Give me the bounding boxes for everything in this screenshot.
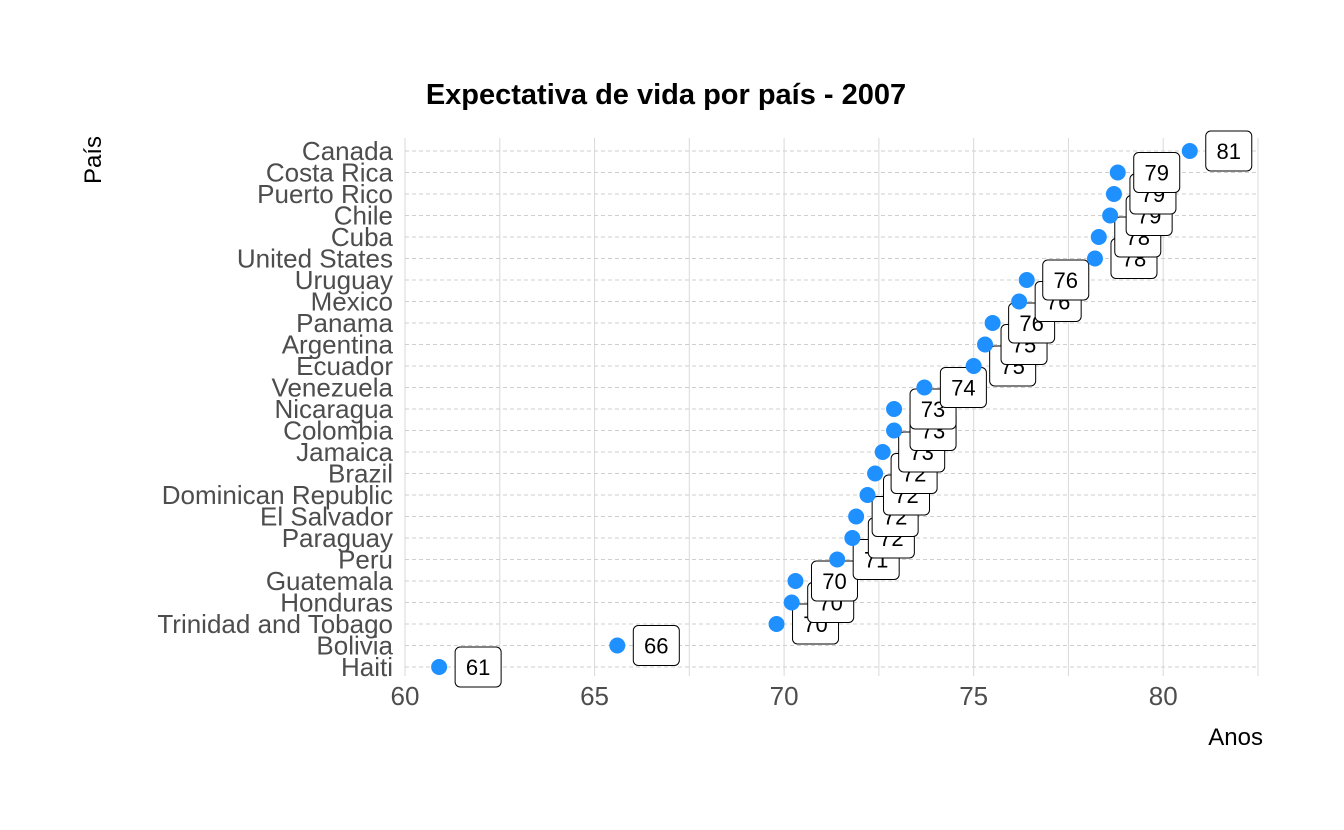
x-tick-label: 80 bbox=[1149, 681, 1178, 711]
data-point bbox=[609, 637, 626, 654]
data-point bbox=[783, 594, 800, 611]
data-point bbox=[977, 336, 994, 353]
y-tick-label: Uruguay bbox=[295, 265, 393, 295]
data-label: 66 bbox=[632, 625, 680, 666]
y-tick-label: Costa Rica bbox=[266, 158, 394, 188]
x-tick-label: 60 bbox=[391, 681, 420, 711]
y-tick-label: Chile bbox=[334, 201, 393, 231]
y-tick-label: Colombia bbox=[283, 416, 393, 446]
data-label-text: 74 bbox=[951, 376, 975, 401]
y-tick-label: Puerto Rico bbox=[257, 179, 393, 209]
data-point bbox=[431, 659, 448, 675]
data-label-text: 61 bbox=[466, 655, 490, 680]
y-tick-label: Mexico bbox=[311, 287, 393, 317]
y-tick-label: Guatemala bbox=[266, 566, 394, 596]
data-label-text: 79 bbox=[1144, 161, 1168, 186]
y-tick-label: Venezuela bbox=[272, 373, 394, 403]
x-axis-title: Anos bbox=[1208, 724, 1263, 751]
chart-title: Expectativa de vida por país - 2007 bbox=[426, 79, 906, 111]
data-point bbox=[787, 573, 804, 589]
data-point bbox=[965, 358, 982, 374]
x-tick-label: 70 bbox=[770, 681, 799, 711]
data-point bbox=[1105, 186, 1122, 202]
y-tick-label: El Salvador bbox=[260, 502, 393, 532]
y-tick-label: Trinidad and Tobago bbox=[157, 609, 393, 639]
data-label-box bbox=[939, 367, 987, 408]
y-tick-label: Brazil bbox=[328, 459, 393, 489]
data-label: 81 bbox=[1205, 130, 1253, 172]
data-label-text: 70 bbox=[822, 569, 846, 594]
y-tick-label: United States bbox=[237, 244, 393, 274]
data-point bbox=[859, 487, 876, 503]
data-point bbox=[916, 379, 933, 396]
data-point bbox=[844, 530, 861, 546]
y-tick-label: Canada bbox=[302, 136, 394, 166]
data-point bbox=[984, 315, 1001, 331]
y-tick-label: Haiti bbox=[341, 652, 393, 682]
data-series: 6166707070717272727273737374757576767678… bbox=[431, 130, 1253, 688]
data-point bbox=[1018, 272, 1035, 288]
data-label-box bbox=[1133, 152, 1181, 193]
data-point bbox=[867, 465, 884, 482]
data-label-text: 81 bbox=[1217, 139, 1241, 164]
data-point bbox=[886, 401, 903, 417]
data-label: 70 bbox=[810, 560, 858, 602]
y-tick-label: Jamaica bbox=[296, 437, 393, 467]
data-point bbox=[768, 616, 785, 632]
y-tick-label: Ecuador bbox=[296, 351, 393, 381]
data-point bbox=[1011, 293, 1028, 310]
data-label-box bbox=[1205, 130, 1253, 172]
data-point bbox=[1109, 164, 1126, 181]
data-label-box bbox=[1042, 259, 1090, 301]
y-tick-label: Dominican Republic bbox=[162, 480, 393, 510]
y-tick-label: Honduras bbox=[280, 588, 393, 618]
data-point bbox=[874, 444, 891, 460]
y-tick-label: Panama bbox=[296, 308, 393, 338]
data-label-box bbox=[454, 646, 502, 688]
data-label: 79 bbox=[1133, 152, 1181, 193]
x-tick-label: 65 bbox=[580, 681, 609, 711]
x-tick-label: 75 bbox=[959, 681, 988, 711]
y-tick-label: Bolivia bbox=[316, 631, 393, 661]
data-point bbox=[1086, 250, 1103, 267]
y-tick-label: Argentina bbox=[282, 330, 394, 360]
y-tick-label: Paraguay bbox=[282, 523, 393, 553]
data-point bbox=[1090, 229, 1107, 245]
data-label: 74 bbox=[939, 367, 987, 408]
data-label-text: 76 bbox=[1054, 268, 1078, 293]
y-axis-title: País bbox=[80, 136, 107, 184]
x-tick-labels: 60 65 70 75 80 bbox=[391, 681, 1178, 711]
data-point bbox=[848, 508, 865, 525]
y-tick-label: Cuba bbox=[331, 222, 394, 252]
data-label-text: 66 bbox=[644, 634, 668, 659]
data-label: 76 bbox=[1042, 259, 1090, 301]
data-point bbox=[886, 422, 903, 439]
data-point bbox=[829, 551, 846, 568]
y-tick-label: Peru bbox=[338, 545, 393, 575]
data-point bbox=[1181, 143, 1198, 159]
y-tick-label: Nicaragua bbox=[274, 394, 393, 424]
data-label: 61 bbox=[454, 646, 502, 688]
data-label-box bbox=[632, 625, 680, 666]
data-point bbox=[1102, 207, 1119, 224]
